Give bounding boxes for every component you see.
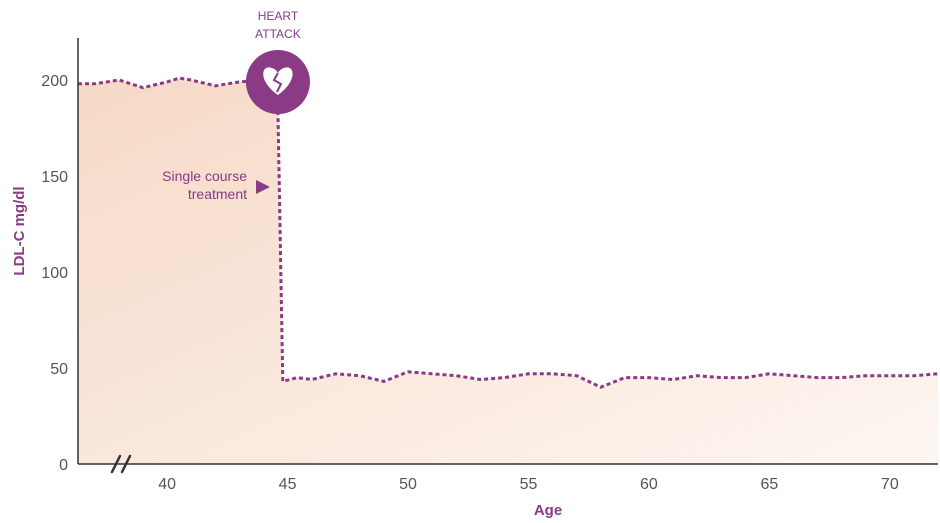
area-fill <box>78 78 938 464</box>
heart-attack-annotation: HEART ATTACK <box>245 9 310 114</box>
x-axis-title: Age <box>534 502 562 519</box>
x-tick-label: 45 <box>279 476 297 493</box>
y-tick-label: 150 <box>41 169 68 186</box>
x-tick-label: 50 <box>399 476 417 493</box>
y-tick-label: 0 <box>59 457 68 474</box>
y-tick-labels: 0 50 100 150 200 <box>41 73 68 474</box>
y-tick-label: 200 <box>41 73 68 90</box>
y-tick-label: 50 <box>50 361 68 378</box>
x-tick-label: 60 <box>640 476 658 493</box>
heart-attack-label-line1: HEART <box>258 9 299 23</box>
treatment-label-line2: treatment <box>188 186 247 202</box>
broken-heart-icon <box>245 50 310 114</box>
axis-break-stroke <box>110 454 122 474</box>
axis-break-marker <box>110 454 132 474</box>
y-axis-title: LDL-C mg/dl <box>11 186 28 275</box>
treatment-label-line1: Single course <box>162 168 247 184</box>
x-tick-labels: 40 45 50 55 60 65 70 <box>158 476 899 493</box>
arrow-right-icon <box>256 180 270 194</box>
x-tick-label: 70 <box>881 476 899 493</box>
axis-break-stroke <box>120 454 132 474</box>
x-tick-label: 65 <box>760 476 778 493</box>
ldl-series-line <box>78 76 939 389</box>
x-tick-label: 55 <box>520 476 538 493</box>
x-tick-label: 40 <box>158 476 176 493</box>
heart-attack-label-line2: ATTACK <box>255 27 301 41</box>
treatment-annotation: Single course treatment <box>162 168 270 202</box>
y-tick-label: 100 <box>41 265 68 282</box>
